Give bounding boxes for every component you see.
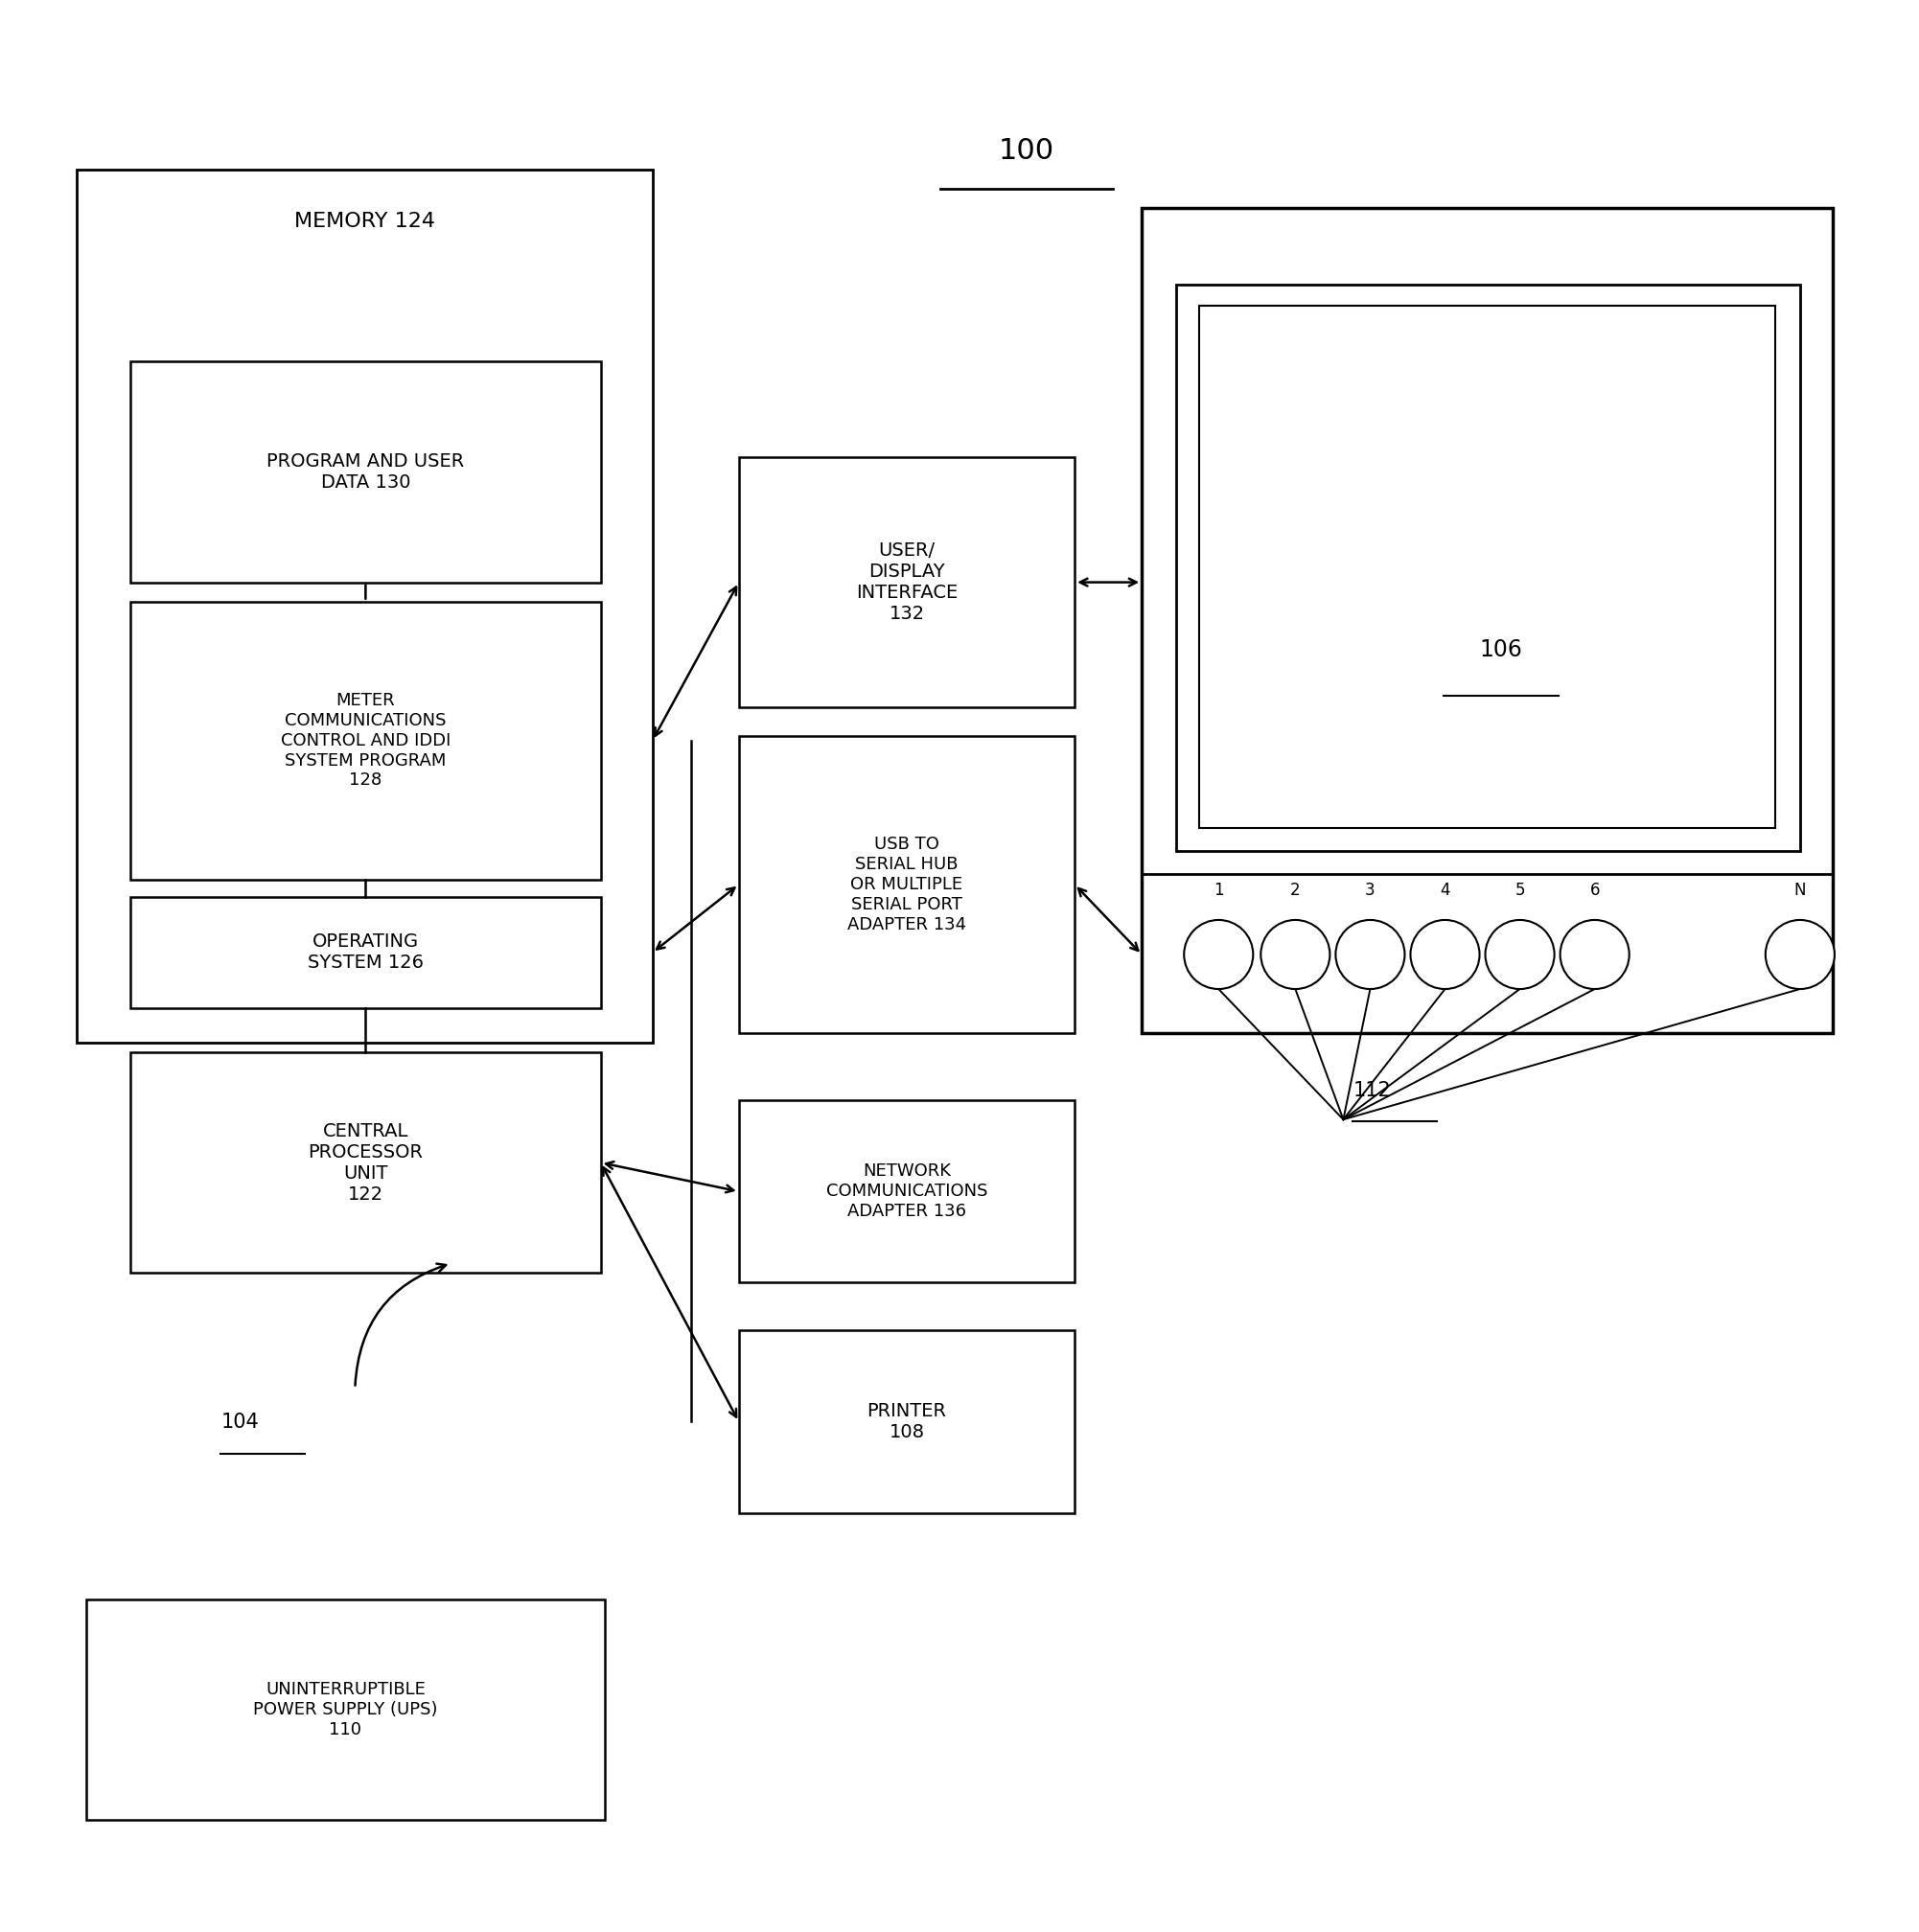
FancyBboxPatch shape [77, 170, 652, 1043]
Text: 6: 6 [1589, 881, 1600, 898]
Text: OPERATING
SYSTEM 126: OPERATING SYSTEM 126 [307, 933, 424, 972]
Text: 104: 104 [221, 1412, 259, 1432]
Text: CENTRAL
PROCESSOR
UNIT
122: CENTRAL PROCESSOR UNIT 122 [309, 1122, 422, 1204]
Text: 106: 106 [1480, 638, 1522, 661]
Text: USER/
DISPLAY
INTERFACE
132: USER/ DISPLAY INTERFACE 132 [856, 541, 958, 622]
Circle shape [1261, 920, 1330, 989]
FancyBboxPatch shape [1176, 284, 1800, 850]
FancyBboxPatch shape [86, 1600, 604, 1820]
FancyBboxPatch shape [130, 1053, 601, 1273]
Text: METER
COMMUNICATIONS
CONTROL AND IDDI
SYSTEM PROGRAM
128: METER COMMUNICATIONS CONTROL AND IDDI SY… [280, 692, 451, 788]
Text: 4: 4 [1439, 881, 1451, 898]
Text: 3: 3 [1364, 881, 1376, 898]
FancyBboxPatch shape [739, 736, 1075, 1034]
Text: UNINTERRUPTIBLE
POWER SUPPLY (UPS)
110: UNINTERRUPTIBLE POWER SUPPLY (UPS) 110 [253, 1681, 438, 1739]
FancyBboxPatch shape [739, 1101, 1075, 1283]
Text: 100: 100 [998, 137, 1055, 164]
Text: 2: 2 [1290, 881, 1301, 898]
Text: PROGRAM AND USER
DATA 130: PROGRAM AND USER DATA 130 [267, 452, 464, 491]
FancyBboxPatch shape [739, 1331, 1075, 1513]
Circle shape [1485, 920, 1554, 989]
Text: PRINTER
108: PRINTER 108 [867, 1403, 946, 1441]
Text: USB TO
SERIAL HUB
OR MULTIPLE
SERIAL PORT
ADAPTER 134: USB TO SERIAL HUB OR MULTIPLE SERIAL POR… [846, 837, 967, 933]
Text: 112: 112 [1353, 1082, 1391, 1101]
FancyBboxPatch shape [130, 361, 601, 582]
Text: MEMORY 124: MEMORY 124 [294, 213, 436, 232]
Text: 1: 1 [1213, 881, 1224, 898]
Text: NETWORK
COMMUNICATIONS
ADAPTER 136: NETWORK COMMUNICATIONS ADAPTER 136 [825, 1163, 988, 1219]
Text: 5: 5 [1514, 881, 1526, 898]
Circle shape [1560, 920, 1629, 989]
Circle shape [1336, 920, 1405, 989]
Circle shape [1410, 920, 1480, 989]
FancyBboxPatch shape [1142, 209, 1833, 1034]
FancyBboxPatch shape [130, 601, 601, 879]
FancyBboxPatch shape [1199, 305, 1775, 829]
Circle shape [1184, 920, 1253, 989]
FancyBboxPatch shape [130, 896, 601, 1009]
Text: N: N [1794, 881, 1806, 898]
FancyBboxPatch shape [739, 458, 1075, 707]
Circle shape [1765, 920, 1835, 989]
FancyArrowPatch shape [355, 1264, 445, 1385]
